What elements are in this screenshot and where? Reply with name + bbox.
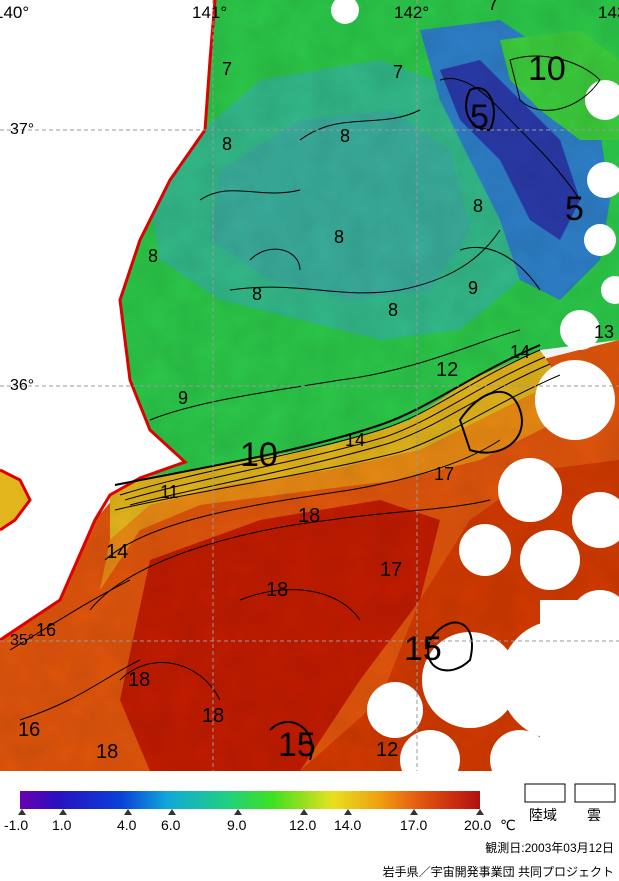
isotherm-label: 14 <box>106 541 128 563</box>
isotherm-label: 16 <box>36 620 56 640</box>
isotherm-label: 9 <box>178 388 188 408</box>
isotherm-label: 5 <box>470 98 489 136</box>
isotherm-label: 18 <box>128 669 150 691</box>
isotherm-value-labels: 7 7 7 10 5 5 8 8 8 8 8 8 8 9 9 12 13 14 … <box>18 0 614 764</box>
color-scale-ticks <box>18 809 484 815</box>
scale-label: 6.0 <box>161 817 181 833</box>
coastline <box>0 0 217 642</box>
scale-label: 12.0 <box>289 817 316 833</box>
scale-label: 14.0 <box>334 817 361 833</box>
isotherm-label: 10 <box>240 436 278 474</box>
lat-label-37: 37° <box>10 121 34 138</box>
scale-label: -1.0 <box>4 817 28 833</box>
isotherm-label: 8 <box>388 300 398 320</box>
sst-map: 140° 141° 142° 143° 37° 36° 35° 7 7 7 10… <box>0 0 619 771</box>
color-scale-bar <box>20 791 480 809</box>
isotherm-label: 8 <box>334 227 344 247</box>
isotherm-label: 8 <box>222 134 232 154</box>
lon-label-141: 141° <box>192 3 227 22</box>
isotherm-label: 17 <box>380 559 402 581</box>
lon-label-143: 143° <box>598 3 619 22</box>
lat-label-35: 35° <box>10 632 34 649</box>
isotherm-label: 8 <box>148 246 158 266</box>
credit-text: 岩手県／宇宙開発事業団 共同プロジェクト <box>383 864 614 879</box>
isotherm-lines <box>9 55 601 721</box>
isotherm-label: 8 <box>473 196 483 216</box>
lon-label-140: 140° <box>0 3 29 22</box>
scale-label: 1.0 <box>52 817 72 833</box>
isotherm-label: 12 <box>436 359 458 381</box>
isotherm-label: 11 <box>160 482 179 502</box>
lon-label-142: 142° <box>394 3 429 22</box>
observation-date: 観測日:2003年03月12日 <box>485 841 614 855</box>
scale-unit: ℃ <box>500 817 516 833</box>
land-label: 陸域 <box>529 807 557 823</box>
honshu-land <box>0 0 215 640</box>
isotherm-label: 8 <box>340 126 350 146</box>
isotherm-label: 18 <box>298 505 320 527</box>
isotherm-label: 15 <box>404 630 442 668</box>
cloud-swatch <box>574 783 616 803</box>
isotherm-label: 15 <box>278 726 316 764</box>
scale-label: 9.0 <box>227 817 247 833</box>
isotherm-label: 14 <box>510 342 530 362</box>
scale-label: 17.0 <box>400 817 427 833</box>
latitude-labels: 37° 36° 35° <box>10 121 34 649</box>
isotherm-label: 7 <box>222 59 232 79</box>
isotherm-label: 14 <box>345 430 365 450</box>
scale-label: 4.0 <box>117 817 137 833</box>
isotherm-label: 12 <box>376 739 398 761</box>
lat-label-36: 36° <box>10 377 34 394</box>
longitude-labels: 140° 141° 142° 143° <box>0 3 619 22</box>
isotherm-label: 18 <box>202 705 224 727</box>
isotherm-label: 16 <box>18 719 40 741</box>
coastline-peninsula <box>0 468 32 532</box>
color-scale-labels: -1.0 1.0 4.0 6.0 9.0 12.0 14.0 17.0 20.0… <box>4 817 516 833</box>
isotherm-label: 18 <box>96 741 118 763</box>
isotherm-label: 7 <box>488 0 498 14</box>
isotherm-label: 17 <box>434 464 454 484</box>
legend: -1.0 1.0 4.0 6.0 9.0 12.0 14.0 17.0 20.0… <box>4 783 616 879</box>
isotherm-label: 13 <box>594 322 614 342</box>
isotherm-label: 10 <box>528 50 566 88</box>
isotherm-label: 9 <box>468 278 478 298</box>
isotherm-label: 5 <box>565 190 584 228</box>
scale-label: 20.0 <box>464 817 491 833</box>
isotherm-label: 18 <box>266 579 288 601</box>
graticule <box>0 0 619 771</box>
isotherm-label: 7 <box>393 62 403 82</box>
land-swatch <box>524 783 566 803</box>
isotherm-label: 8 <box>252 284 262 304</box>
cloud-label: 雲 <box>587 807 601 823</box>
cloud-patches <box>331 0 619 771</box>
